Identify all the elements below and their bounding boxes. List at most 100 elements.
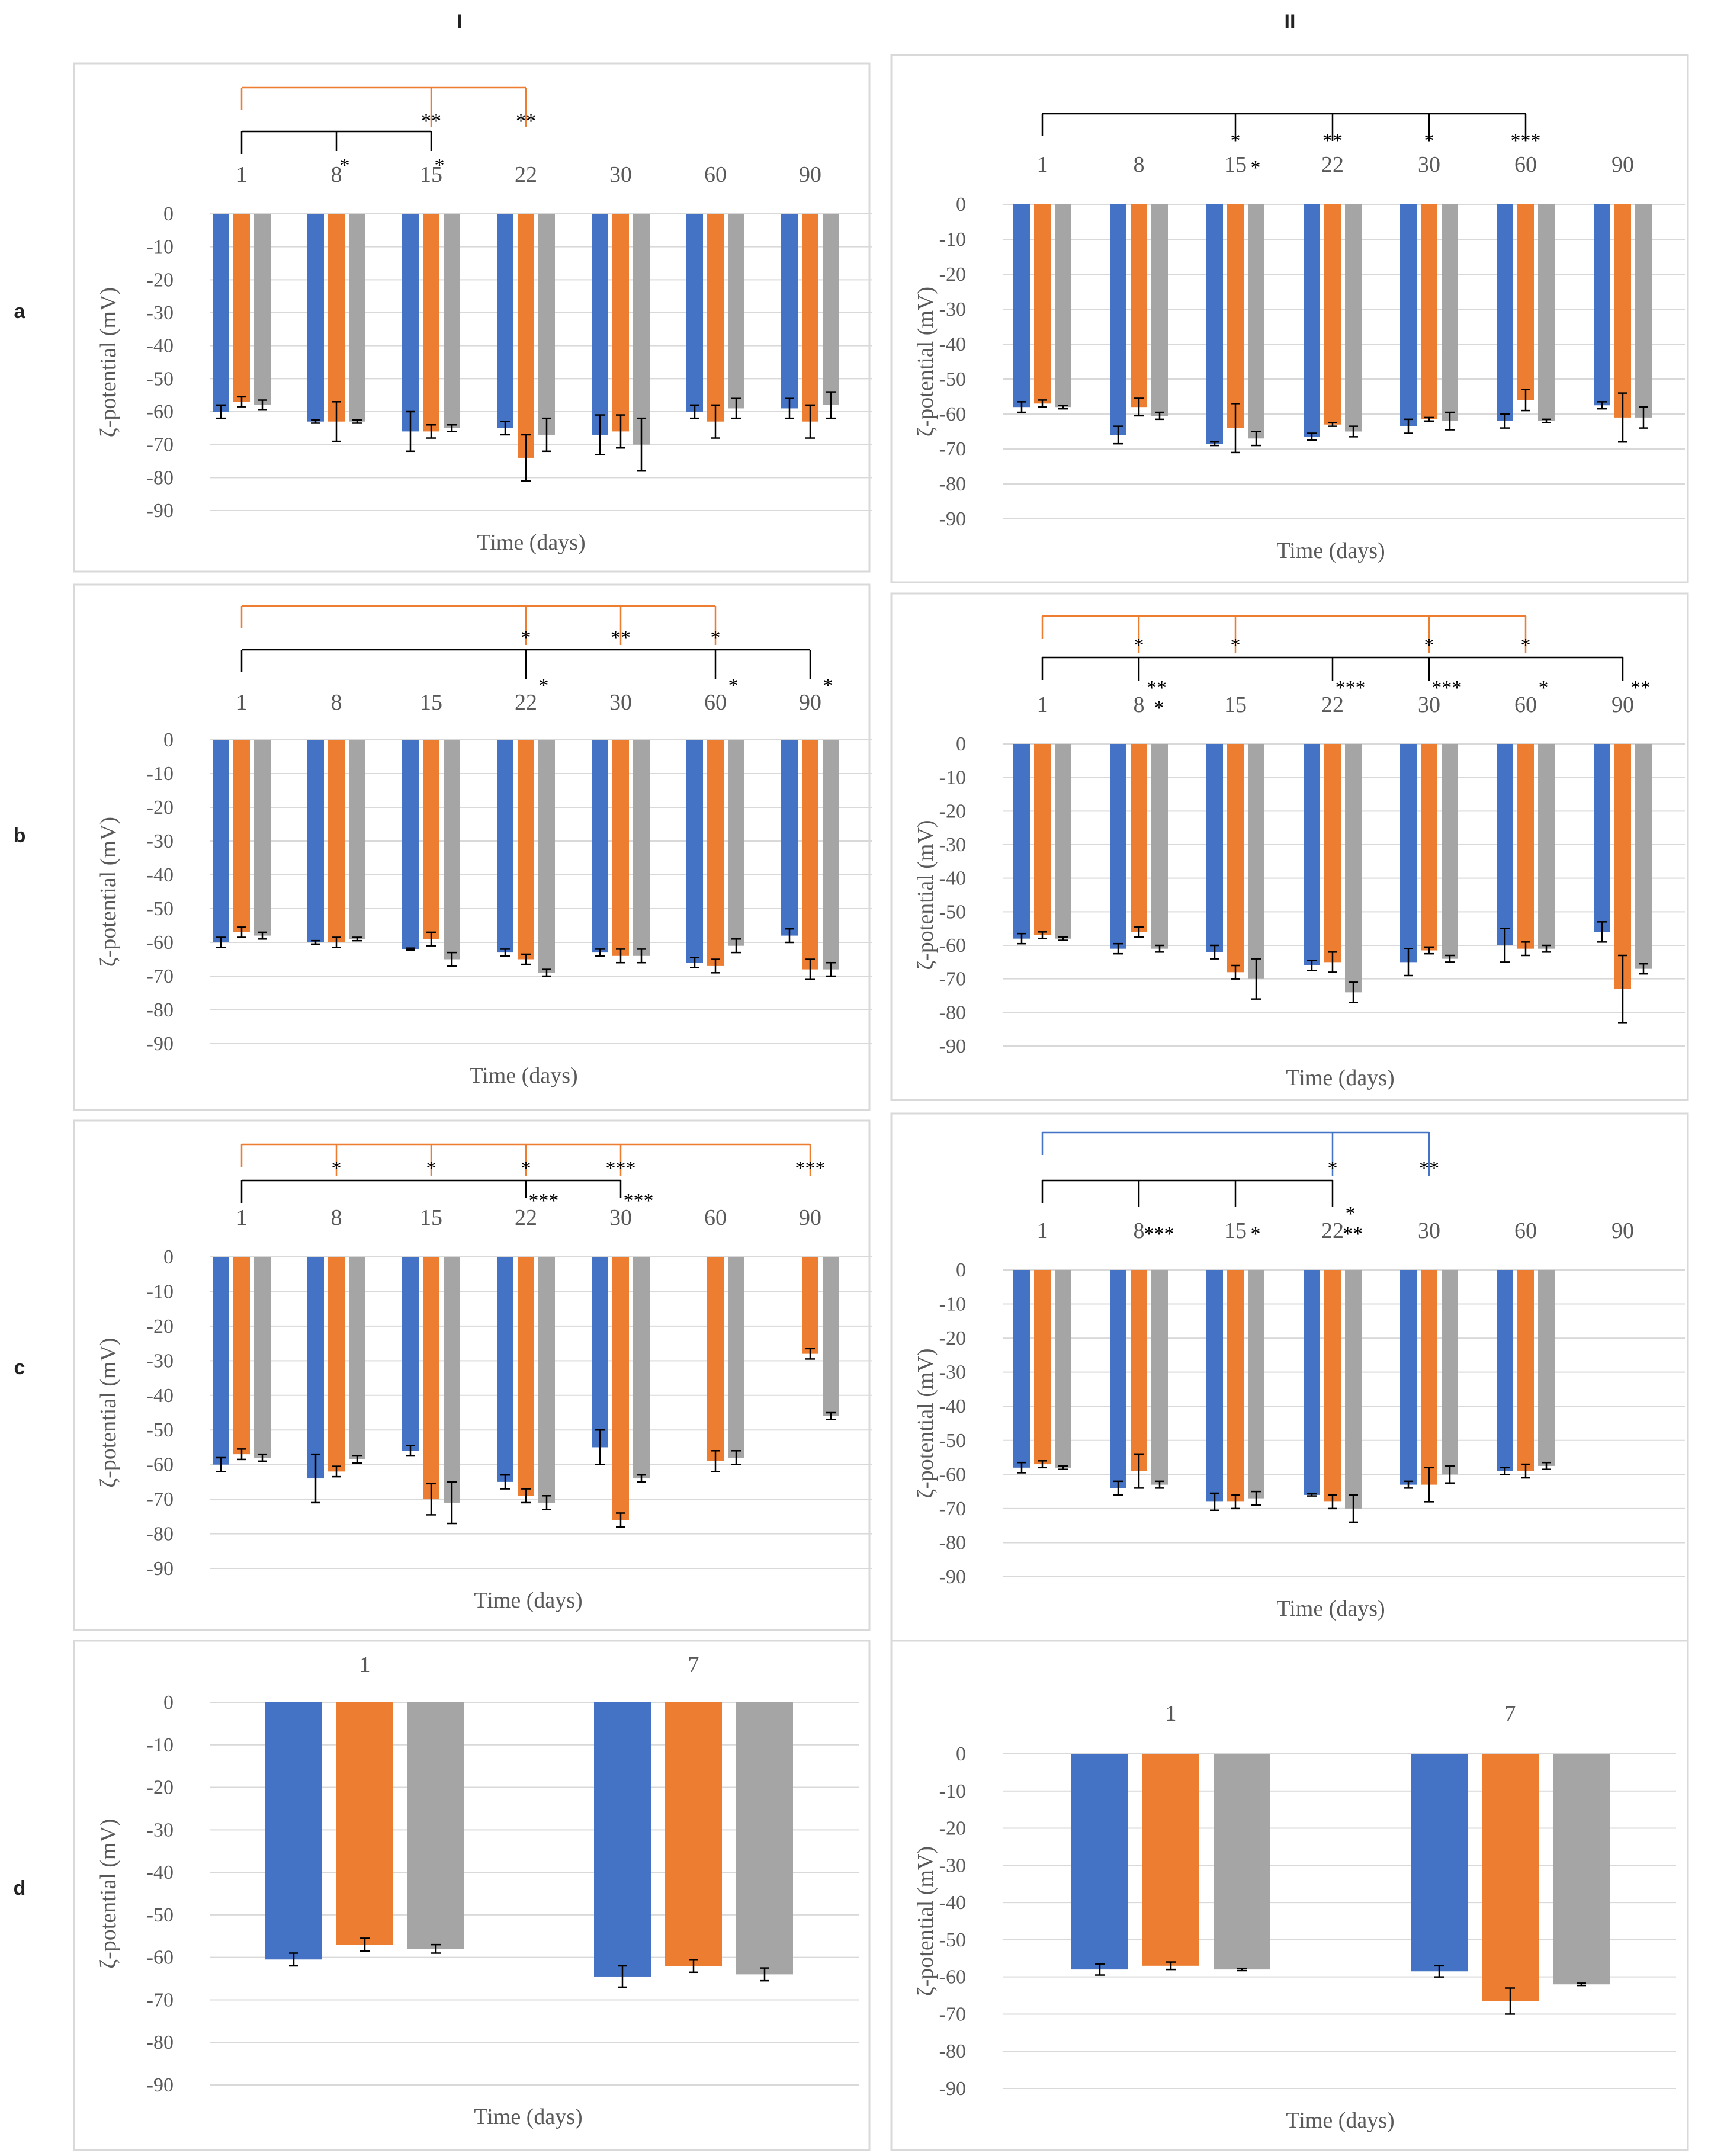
y-tick-label: -30 [939,834,966,856]
bar-series3 [1553,1754,1610,1985]
chart-frame [890,592,1689,1101]
y-tick-label: -40 [939,868,966,890]
y-tick-label: -70 [147,1488,174,1510]
category-label: 15 [1224,692,1247,717]
significance-marker: *** [1432,677,1462,699]
bar-series2 [1482,1754,1539,2001]
y-tick-label: -20 [147,797,174,819]
bar-series3 [538,1257,555,1503]
bar-series1 [1411,1754,1468,1972]
y-tick-label: -30 [939,1362,966,1384]
y-axis-title: ζ-potential (mV) [96,817,121,967]
bar-series2 [1614,204,1631,418]
bar-series3 [1635,204,1652,418]
bar-series3 [349,1257,365,1459]
bar-series2 [612,214,629,432]
category-label: 1 [1037,692,1048,717]
bar-series2 [423,740,439,939]
y-tick-label: 0 [163,1692,174,1714]
y-tick-label: -10 [939,767,966,789]
y-axis-title: ζ-potential (mV) [96,1818,121,1968]
significance-marker: * [521,1157,531,1179]
category-label: 1 [236,690,248,715]
y-tick-label: -10 [147,1281,174,1302]
bar-series1 [1071,1754,1128,1970]
category-label: 1 [1037,1218,1048,1243]
y-tick-label: 0 [163,1246,174,1268]
bar-series3 [407,1702,464,1949]
category-label: 90 [1612,692,1634,717]
y-tick-label: -90 [147,500,174,522]
y-tick-label: -90 [939,508,966,530]
bar-series3 [633,214,650,445]
y-tick-label: -10 [939,229,966,251]
significance-marker: * [1328,1157,1338,1179]
column-header-I: I [457,11,462,33]
bar-series1 [781,214,798,409]
bar-series3 [1442,744,1458,959]
significance-marker: ** [421,110,441,132]
chart-bII: 0 -10 -20 -30 -40 -50 -60 -70 -80 -90 1 8 15 22 30 60 90… [890,592,1689,1101]
bar-series3 [1538,204,1555,421]
y-tick-label: -40 [939,1395,966,1417]
bar-series1 [1497,1270,1513,1471]
bar-series2 [1324,744,1341,962]
bar-series3 [728,740,744,946]
y-tick-label: -70 [147,434,174,456]
y-tick-label: 0 [163,729,174,751]
bar-series2 [518,1257,534,1496]
bar-series2 [1517,204,1534,400]
chart-frame [890,54,1689,583]
bar-series1 [1400,744,1417,962]
chart-frame [890,1112,1689,1642]
bar-series2 [1421,1270,1437,1485]
x-axis-title: Time (days) [477,530,585,555]
significance-marker: ** [516,110,536,132]
bar-series2 [1131,1270,1147,1471]
chart-aII: 0 -10 -20 -30 -40 -50 -60 -70 -80 -90 1 8 15 22 30 60 90… [890,54,1689,583]
bar-series3 [1055,204,1071,408]
bar-series1 [592,740,608,953]
bar-series3 [349,740,365,939]
y-tick-label: -90 [147,1033,174,1055]
category-label: 1 [1037,152,1048,177]
bar-series3 [444,740,460,960]
bar-series1 [213,740,229,942]
y-tick-label: -80 [147,2032,174,2054]
bar-series3 [444,1257,460,1503]
bar-series2 [1227,744,1244,973]
bar-series2 [802,740,818,970]
bar-series3 [736,1702,793,1975]
chart-dI: 0 -10 -20 -30 -40 -50 -60 -70 -80 -90 1 7 ζ-potentia… [73,1640,871,2151]
y-tick-label: -20 [939,1818,966,1840]
category-label: 15 [420,1205,442,1230]
y-tick-label: -90 [939,1566,966,1588]
y-tick-label: -50 [939,1929,966,1951]
y-tick-label: -90 [939,1035,966,1057]
category-label: 60 [704,1205,727,1230]
bar-series1 [1013,204,1030,408]
category-label: 22 [515,1205,537,1230]
significance-marker: *** [1336,677,1366,699]
y-tick-label: -50 [147,898,174,920]
bar-series3 [254,740,271,936]
bar-series3 [1442,1270,1458,1475]
category-label: 1 [236,162,248,187]
bar-series1 [307,214,324,422]
category-label: 90 [1612,152,1634,177]
bar-series3 [254,214,271,405]
category-label: 22 [1321,1218,1344,1243]
significance-marker: * [332,1157,342,1179]
bar-series3 [1214,1754,1270,1970]
significance-marker: * [1231,130,1241,152]
y-tick-label: -60 [147,1947,174,1969]
significance-marker: ** [1322,130,1343,152]
y-tick-label: -40 [939,1892,966,1914]
category-label: 1 [359,1653,371,1677]
y-tick-label: -20 [147,1777,174,1799]
bar-series2 [707,214,724,422]
category-label: 90 [1612,1218,1634,1243]
bar-series1 [307,1257,324,1479]
bar-series3 [1442,204,1458,421]
bar-series2 [1142,1754,1199,1966]
